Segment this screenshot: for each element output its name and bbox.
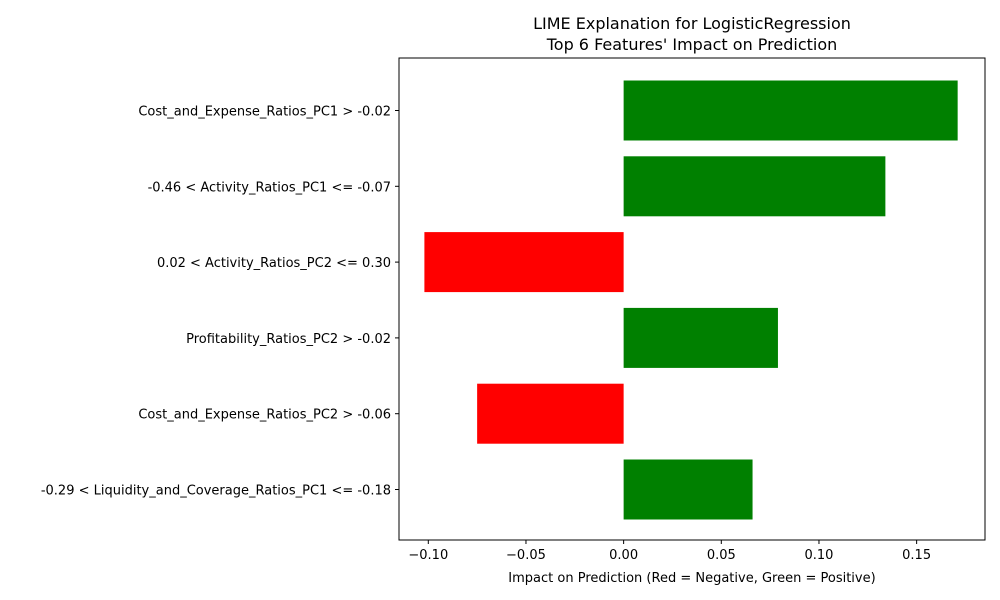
x-tick-label: −0.10 bbox=[408, 548, 448, 563]
y-tick-label: Cost_and_Expense_Ratios_PC1 > -0.02 bbox=[138, 105, 391, 120]
x-axis-label: Impact on Prediction (Red = Negative, Gr… bbox=[508, 571, 875, 586]
x-tick-label: 0.05 bbox=[707, 548, 736, 563]
bars-group bbox=[424, 80, 958, 520]
x-ticks: −0.10 −0.05 0.00 0.05 0.10 0.15 bbox=[408, 540, 931, 563]
bar-3 bbox=[424, 232, 624, 293]
y-tick-label: -0.46 < Activity_Ratios_PC1 <= -0.07 bbox=[148, 180, 391, 195]
plot-frame bbox=[398, 57, 986, 541]
y-tick-label: -0.29 < Liquidity_and_Coverage_Ratios_PC… bbox=[41, 484, 391, 499]
x-tick-label: 0.10 bbox=[804, 548, 833, 563]
bar-5 bbox=[477, 383, 624, 444]
y-tick-label: Profitability_Ratios_PC2 > -0.02 bbox=[186, 332, 391, 347]
bar-4 bbox=[623, 307, 778, 368]
y-tick-label: Cost_and_Expense_Ratios_PC2 > -0.06 bbox=[138, 408, 391, 423]
x-tick-label: 0.15 bbox=[902, 548, 931, 563]
bar-6 bbox=[623, 459, 753, 520]
y-tick-label: 0.02 < Activity_Ratios_PC2 <= 0.30 bbox=[157, 256, 391, 271]
x-tick-label: −0.05 bbox=[506, 548, 546, 563]
x-tick-label: 0.00 bbox=[609, 548, 638, 563]
chart-title: LIME Explanation for LogisticRegression bbox=[533, 14, 851, 33]
bar-2 bbox=[623, 156, 886, 217]
y-tick-labels: Cost_and_Expense_Ratios_PC1 > -0.02 -0.46… bbox=[41, 105, 399, 499]
chart-subtitle: Top 6 Features' Impact on Prediction bbox=[546, 35, 838, 54]
bar-1 bbox=[623, 80, 958, 141]
